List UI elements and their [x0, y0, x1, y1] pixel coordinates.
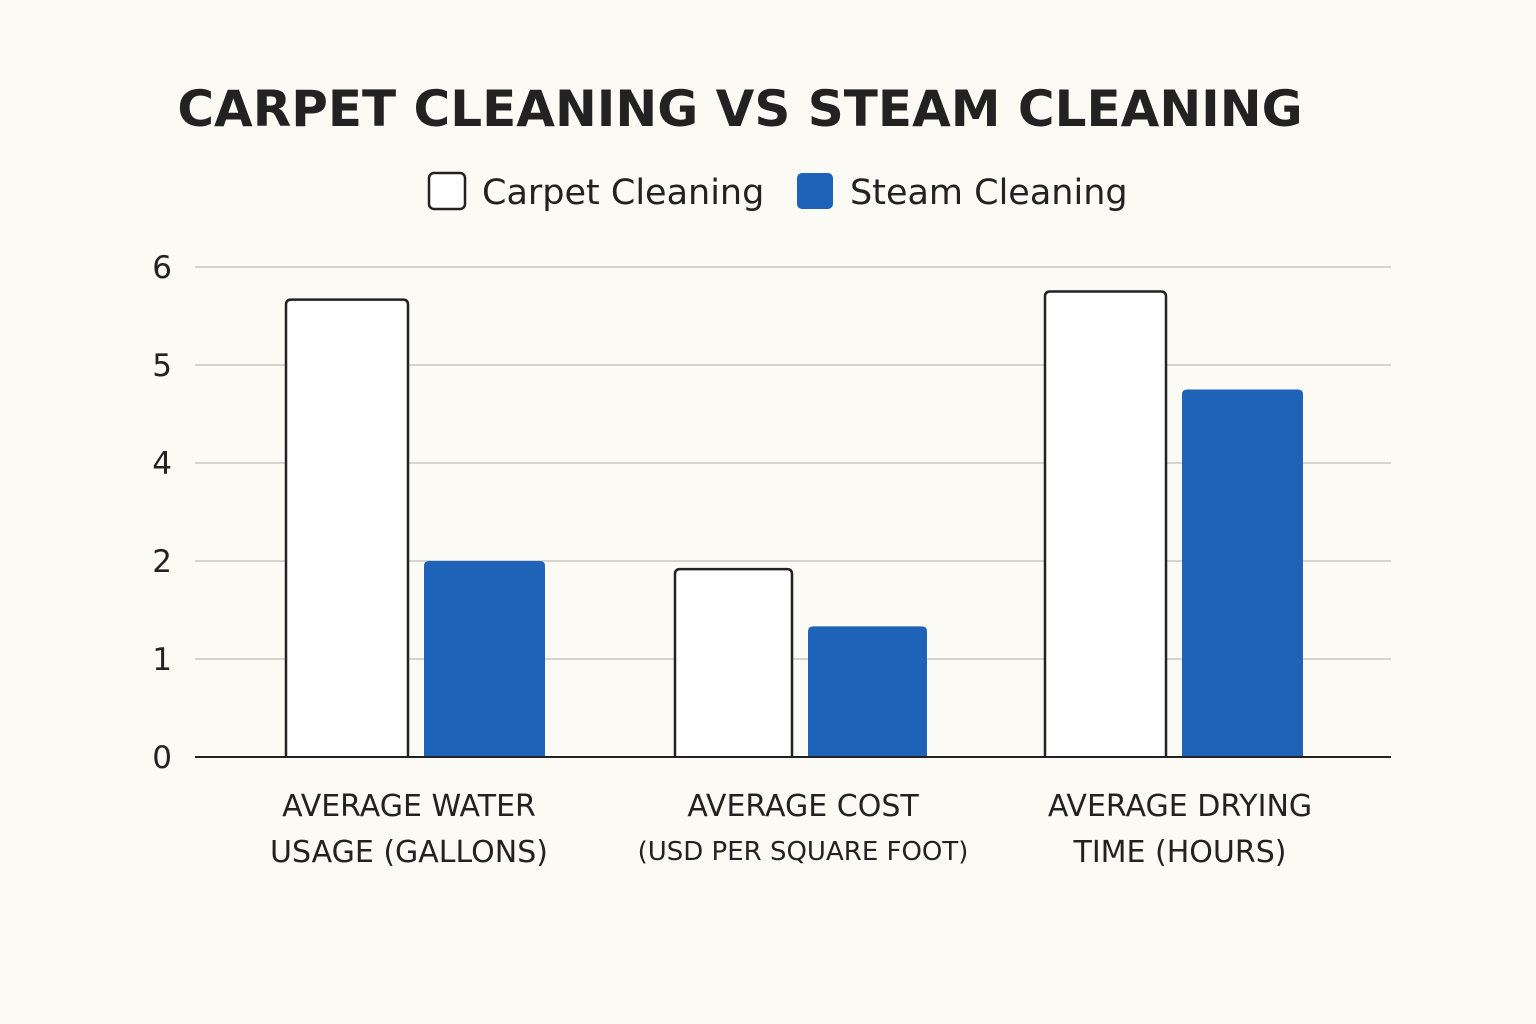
chart-title: CARPET CLEANING VS STEAM CLEANING	[177, 80, 1302, 138]
legend-swatch-steam-cleaning	[797, 173, 833, 209]
category-label-water-line1: AVERAGE WATER	[282, 789, 536, 824]
category-label-drying-line1: AVERAGE DRYING	[1048, 789, 1312, 824]
bar-steam-cleaning-water-usage	[424, 561, 545, 757]
x-axis-labels: AVERAGE WATER USAGE (GALLONS) AVERAGE CO…	[270, 789, 1312, 870]
y-axis-ticks: 0 1 2 4 5 6	[152, 250, 172, 776]
category-label-cost-line1: AVERAGE COST	[687, 789, 919, 824]
bar-carpet-cleaning-cost	[673, 567, 794, 757]
y-tick-label: 1	[152, 642, 172, 678]
bars	[284, 290, 1303, 757]
y-tick-label: 0	[152, 740, 172, 776]
legend-label-carpet-cleaning: Carpet Cleaning	[482, 173, 764, 213]
legend-label-steam-cleaning: Steam Cleaning	[850, 173, 1128, 213]
legend: Carpet Cleaning Steam Cleaning	[427, 171, 1128, 213]
bar-steam-cleaning-drying-time	[1182, 389, 1303, 757]
y-tick-label: 5	[152, 348, 172, 384]
bar-steam-cleaning-cost	[808, 626, 927, 757]
y-tick-label: 2	[152, 544, 172, 580]
legend-swatch-carpet-cleaning	[427, 171, 467, 211]
y-tick-label: 4	[152, 446, 172, 482]
category-label-cost-line2: (USD PER SQUARE FOOT)	[638, 837, 969, 867]
category-label-water-line2: USAGE (GALLONS)	[270, 835, 548, 870]
y-tick-label: 6	[152, 250, 172, 286]
bar-carpet-cleaning-drying-time	[1043, 290, 1168, 757]
bar-carpet-cleaning-water-usage	[284, 298, 410, 757]
category-label-drying-line2: TIME (HOURS)	[1073, 835, 1287, 870]
